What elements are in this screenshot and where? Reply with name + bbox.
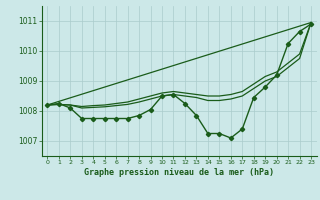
X-axis label: Graphe pression niveau de la mer (hPa): Graphe pression niveau de la mer (hPa)	[84, 168, 274, 177]
